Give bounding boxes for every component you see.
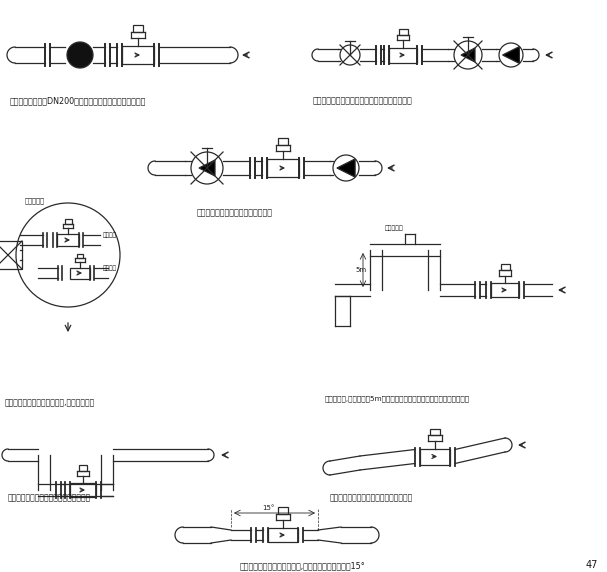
Polygon shape: [461, 48, 475, 62]
Text: 5m: 5m: [355, 267, 366, 273]
Bar: [133, 25, 143, 32]
Text: 敌口灌入或排放流量计安装在管道低段区: 敌口灌入或排放流量计安装在管道低段区: [8, 493, 91, 502]
Text: 为避免夹附气体引起测量误差,流量计的安装: 为避免夹附气体引起测量误差,流量计的安装: [5, 398, 95, 407]
Bar: [268, 528, 298, 542]
Bar: [64, 219, 72, 224]
Text: 在大口径流量计（DN200以上）安装管线上要加接弹性管件: 在大口径流量计（DN200以上）安装管线上要加接弹性管件: [10, 96, 146, 105]
Text: 为防止真空，流量计应装在泵的后面: 为防止真空，流量计应装在泵的后面: [197, 208, 273, 217]
Bar: [267, 159, 299, 177]
Bar: [57, 234, 79, 246]
Text: 最佳位置: 最佳位置: [103, 232, 117, 238]
Bar: [501, 264, 509, 271]
Text: 管道最高点: 管道最高点: [25, 197, 45, 204]
Bar: [420, 448, 450, 464]
Polygon shape: [337, 159, 355, 177]
Bar: [491, 283, 519, 297]
Bar: [70, 268, 90, 279]
Bar: [79, 465, 87, 471]
Text: 水平管道流量计安装在稍稍向上的管道区: 水平管道流量计安装在稍稍向上的管道区: [330, 493, 413, 502]
Polygon shape: [503, 46, 520, 63]
Bar: [278, 507, 288, 514]
Text: 长管线上控制阀和切断鄀要安装在流量计的下游: 长管线上控制阀和切断鄀要安装在流量计的下游: [313, 96, 413, 105]
Bar: [389, 47, 417, 62]
Bar: [0, 241, 22, 269]
Bar: [70, 483, 96, 497]
Text: 流量计上下游管道为异径管时,异径管中心锥角应小于15°: 流量计上下游管道为异径管时,异径管中心锥角应小于15°: [240, 561, 366, 570]
Text: 15°: 15°: [262, 505, 274, 511]
Polygon shape: [199, 160, 215, 176]
Text: 47: 47: [586, 560, 598, 570]
Text: 合理位置: 合理位置: [103, 265, 117, 271]
Bar: [430, 428, 439, 435]
Bar: [76, 254, 83, 259]
Bar: [278, 138, 288, 145]
Circle shape: [67, 42, 93, 68]
Bar: [122, 46, 154, 64]
Text: 为防止真空,落差管超过5m长时要在流量计下流最高位置上装自动排气鄀: 为防止真空,落差管超过5m长时要在流量计下流最高位置上装自动排气鄀: [325, 395, 470, 402]
Bar: [399, 29, 407, 35]
Text: 自动排气孔: 自动排气孔: [385, 225, 404, 231]
